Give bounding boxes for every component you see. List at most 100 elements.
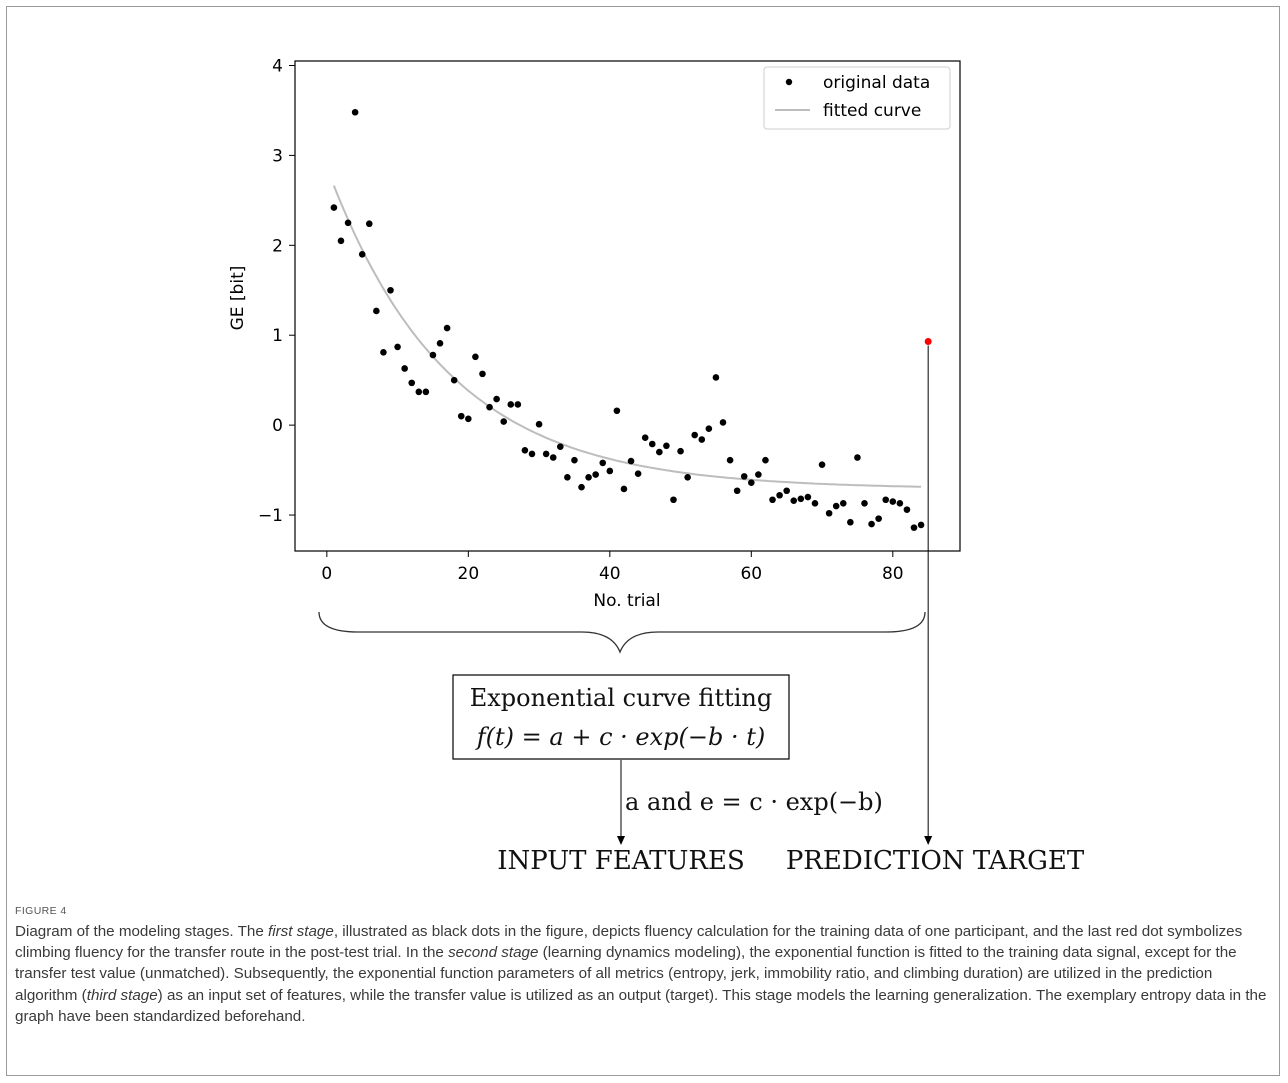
data-point: [776, 491, 783, 499]
data-point: [606, 467, 614, 475]
model-box: [452, 674, 790, 760]
legend-label-fitted-curve: fitted curve: [823, 101, 921, 121]
data-point: [415, 388, 423, 396]
legend-label-original-data: original data: [823, 73, 930, 93]
data-point: [641, 434, 649, 442]
data-points: [330, 108, 932, 531]
data-point: [571, 456, 578, 464]
data-point: [740, 473, 748, 480]
y-tick-label: 2: [272, 236, 283, 256]
data-point: [677, 447, 684, 455]
data-point: [818, 461, 826, 468]
data-point: [712, 374, 720, 381]
prediction-target-label: PREDICTION TARGET: [786, 846, 1085, 876]
data-point: [542, 450, 550, 458]
model-box-formula: f(t) = a + c · exp(−b · t): [475, 723, 765, 751]
data-point: [847, 518, 854, 526]
data-point: [748, 479, 755, 486]
model-box-title: Exponential curve fitting: [470, 684, 772, 712]
data-point: [903, 506, 911, 513]
data-point: [457, 412, 465, 420]
data-point: [854, 454, 861, 461]
data-point: [783, 487, 790, 495]
x-tick-label: 0: [321, 564, 332, 584]
y-tick-label: 1: [272, 326, 283, 346]
data-point: [698, 436, 706, 443]
data-point: [528, 450, 536, 458]
arrow-parameter-label: a and e = c · exp(−b): [625, 788, 883, 816]
data-point: [394, 343, 401, 351]
data-point: [436, 340, 444, 347]
caption-segment: first stage: [267, 923, 334, 940]
data-point: [592, 471, 599, 478]
data-point: [330, 204, 338, 211]
data-point: [670, 496, 677, 504]
data-point: [755, 471, 762, 478]
data-point: [875, 515, 882, 522]
data-point: [769, 496, 776, 504]
data-point: [358, 251, 366, 258]
y-tick-label: 0: [272, 416, 283, 436]
x-tick-label: 20: [458, 564, 480, 584]
data-point: [790, 497, 798, 504]
data-point: [896, 500, 904, 507]
fitted-curve-line: [332, 185, 922, 488]
data-point: [839, 500, 847, 507]
data-point: [373, 307, 380, 315]
x-tick-label: 80: [882, 564, 904, 584]
x-tick-label: 40: [599, 564, 621, 584]
data-point: [422, 388, 430, 396]
data-point: [507, 401, 515, 408]
data-point: [882, 496, 890, 504]
figure-frame: [6, 6, 1280, 1076]
y-axis-label: GE [bit]: [228, 266, 248, 331]
data-point: [401, 365, 408, 372]
data-point: [917, 521, 925, 529]
figure-label: FIGURE 4: [15, 905, 67, 917]
data-point: [627, 457, 635, 465]
plot-area: [294, 60, 961, 552]
data-point: [408, 379, 416, 387]
data-point: [556, 443, 564, 451]
data-point: [620, 485, 628, 493]
axis-ticks: 0 20 40 60 80 −1 0 1 2 3 4: [258, 56, 904, 584]
data-point: [344, 219, 352, 227]
data-point: [486, 403, 493, 411]
target-arrow-head: [924, 836, 933, 845]
data-point: [351, 108, 359, 116]
data-point: [832, 502, 840, 510]
legend: original data fitted curve: [763, 66, 951, 130]
y-tick-label: −1: [258, 506, 283, 526]
data-point: [613, 407, 621, 415]
data-point: [868, 520, 875, 528]
y-tick-label: 3: [272, 146, 283, 166]
data-point: [443, 324, 451, 332]
caption-segment: Diagram of the modeling stages. The: [15, 923, 268, 940]
data-point: [719, 419, 727, 426]
data-point: [514, 401, 522, 408]
data-point: [910, 524, 918, 531]
data-point: [337, 237, 345, 245]
caption-segment: third stage: [86, 986, 158, 1004]
data-point: [493, 395, 500, 403]
data-point: [705, 425, 713, 433]
data-point: [564, 473, 571, 481]
data-point: [521, 447, 529, 454]
data-point: [465, 415, 472, 423]
data-point: [811, 500, 819, 507]
caption-segment: (learning dynamics modeling), the expone…: [15, 944, 1237, 1004]
data-point: [656, 448, 663, 456]
input-features-label: INPUT FEATURES: [497, 846, 745, 876]
data-point: [889, 498, 897, 505]
data-point: [535, 420, 543, 428]
data-point: [804, 493, 812, 501]
y-tick-label: 4: [272, 56, 283, 76]
curly-brace: [318, 611, 926, 654]
data-point: [648, 440, 656, 448]
data-point: [634, 470, 642, 477]
data-point: [825, 509, 833, 517]
data-point: [380, 349, 387, 356]
data-point: [472, 353, 479, 361]
transfer-test-point: [924, 338, 932, 346]
caption-segment: second stage: [448, 944, 539, 962]
